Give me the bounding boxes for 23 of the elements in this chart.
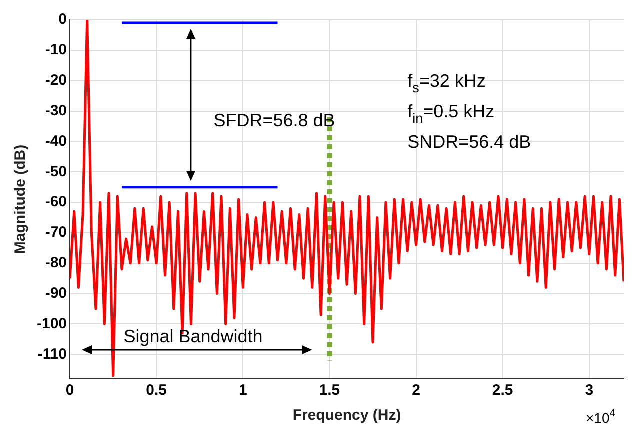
annotation: SNDR=56.4 dB [408, 132, 532, 152]
x-tick-label: 0.5 [146, 382, 168, 400]
x-axis-title: Frequency (Hz) [292, 407, 402, 424]
annotation: Signal Bandwidth [124, 326, 263, 346]
y-tick-label: -90 [45, 284, 68, 302]
y-tick-label: -100 [36, 315, 68, 332]
y-tick-label: -20 [45, 72, 68, 89]
y-tick-label: -80 [45, 254, 68, 272]
y-tick-label: -70 [45, 224, 68, 242]
y-tick-label: -110 [38, 346, 68, 363]
y-tick-label: 0 [58, 11, 68, 28]
y-tick-label: -40 [45, 132, 68, 150]
x-tick-label: 3 [585, 382, 594, 400]
y-tick-label: -60 [45, 194, 68, 211]
x-tick-label: 1 [238, 382, 248, 400]
x-tick-label: 2.5 [492, 382, 514, 400]
annotation: SFDR=56.8 dB [214, 110, 336, 130]
x-tick-label: 2 [412, 382, 420, 400]
y-axis-title: Magnitude (dB) [12, 144, 30, 254]
y-tick-label: -30 [45, 102, 68, 120]
y-tick-label: -50 [45, 163, 68, 180]
x-tick-label: 1.5 [319, 382, 340, 400]
y-tick-label: -10 [45, 42, 68, 59]
